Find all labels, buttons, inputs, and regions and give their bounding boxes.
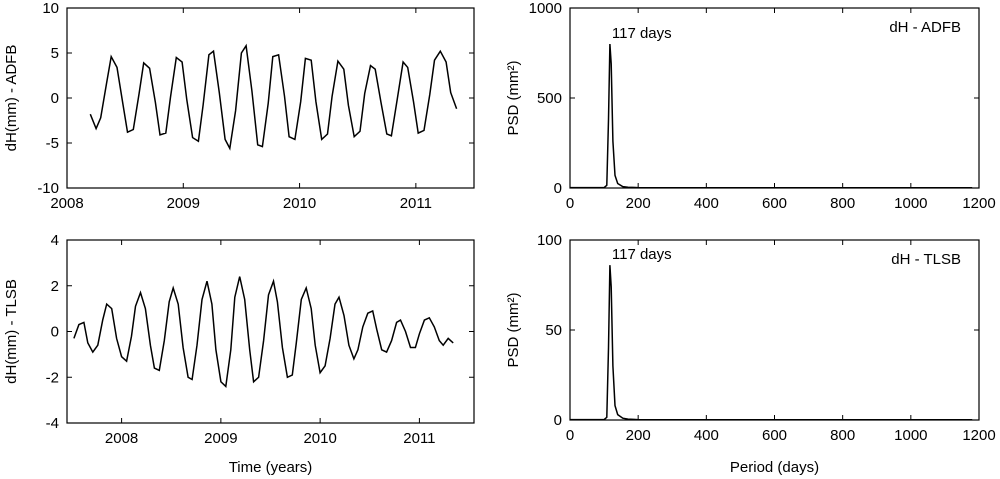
tlsb_ts-axes-frame — [66, 239, 475, 424]
tlsb_psd-xtick-label: 1000 — [894, 427, 927, 444]
adfb_ts-ytick-label: -10 — [37, 180, 59, 197]
adfb_ts-ytick-label: 0 — [51, 90, 59, 107]
tlsb_ts-xlabel: Time (years) — [229, 459, 313, 476]
tlsb_psd-xtick-label: 200 — [626, 427, 651, 444]
adfb_psd-series-line — [570, 43, 973, 189]
tlsb_ts-xtick-label: 2008 — [105, 430, 138, 447]
adfb_ts-ytick-label: 10 — [42, 0, 59, 17]
tlsb_psd-series-line — [570, 265, 973, 421]
adfb_psd-xtick-label: 400 — [694, 195, 719, 212]
tlsb_ts-ytick-label: -2 — [46, 369, 59, 386]
tlsb_ts-ytick-label: 0 — [51, 324, 59, 341]
tlsb_psd-xtick-label: 1200 — [962, 427, 995, 444]
adfb_psd-title: dH - ADFB — [889, 19, 961, 36]
adfb_ts-ytick-label: 5 — [51, 45, 59, 62]
adfb_psd-ytick-label: 0 — [554, 180, 562, 197]
adfb_ts-xtick-label: 2008 — [50, 195, 83, 212]
tlsb_psd-xtick-label: 600 — [762, 427, 787, 444]
tlsb_psd-xtick-label: 800 — [830, 427, 855, 444]
tlsb_psd-title: dH - TLSB — [891, 251, 961, 268]
tlsb_ts-series-line — [73, 276, 454, 388]
adfb_psd-xtick-label: 600 — [762, 195, 787, 212]
tlsb_psd-peak-annotation: 117 days — [612, 246, 672, 263]
tlsb_psd-xlabel: Period (days) — [730, 459, 819, 476]
tlsb_ts-ytick-label: 4 — [51, 232, 59, 249]
tlsb_psd-ytick-label: 50 — [545, 322, 562, 339]
tlsb_psd-ylabel: PSD (mm²) — [505, 293, 522, 368]
adfb_psd-ytick-label: 1000 — [529, 0, 562, 17]
tlsb_ts-xtick-label: 2010 — [303, 430, 336, 447]
adfb_ts-xtick-label: 2010 — [283, 195, 316, 212]
tlsb_psd-xtick-label: 0 — [566, 427, 574, 444]
adfb_psd-ytick-label: 500 — [537, 90, 562, 107]
tlsb_ts-ytick-label: 2 — [51, 278, 59, 295]
tlsb_ts-ylabel: dH(mm) - TLSB — [3, 279, 20, 384]
adfb_ts-xtick-label: 2011 — [400, 195, 432, 212]
tlsb_ts-xtick-label: 2009 — [204, 430, 237, 447]
tlsb_psd-ytick-label: 0 — [554, 412, 562, 429]
adfb_psd-xtick-label: 1000 — [894, 195, 927, 212]
adfb_psd-xtick-label: 800 — [830, 195, 855, 212]
tlsb_ts-ytick-label: -4 — [46, 415, 59, 432]
adfb_ts-ytick-label: -5 — [46, 135, 59, 152]
adfb_psd-ylabel: PSD (mm²) — [505, 61, 522, 136]
adfb_ts-xtick-label: 2009 — [167, 195, 200, 212]
adfb_psd-xtick-label: 0 — [566, 195, 574, 212]
adfb_psd-peak-annotation: 117 days — [612, 25, 672, 42]
adfb_psd-xtick-label: 200 — [626, 195, 651, 212]
tlsb_ts-xtick-label: 2011 — [403, 430, 435, 447]
adfb_ts-series-line — [89, 43, 458, 151]
adfb_ts-ylabel: dH(mm) - ADFB — [3, 45, 20, 152]
tlsb_psd-ytick-label: 100 — [537, 232, 562, 249]
adfb_psd-xtick-label: 1200 — [962, 195, 995, 212]
tlsb_psd-xtick-label: 400 — [694, 427, 719, 444]
